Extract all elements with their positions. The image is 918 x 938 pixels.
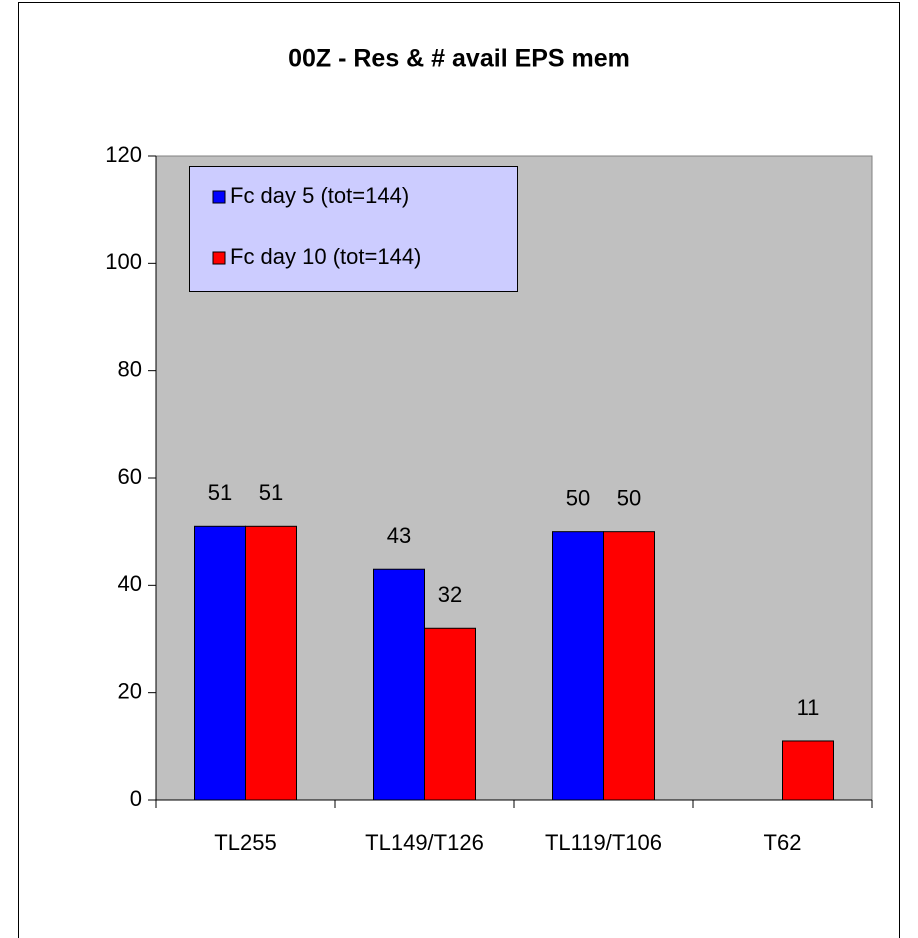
bar bbox=[424, 627, 476, 801]
x-tick-label: T62 bbox=[764, 830, 802, 855]
bar bbox=[194, 525, 246, 801]
value-label: 50 bbox=[566, 485, 590, 510]
bar bbox=[245, 525, 297, 801]
value-label: 51 bbox=[208, 480, 232, 505]
chart-title: 00Z - Res & # avail EPS mem bbox=[288, 45, 630, 73]
y-tick-label: 20 bbox=[118, 678, 142, 703]
value-label: 50 bbox=[617, 485, 641, 510]
y-tick-label: 120 bbox=[105, 142, 142, 167]
legend bbox=[189, 166, 518, 292]
legend-swatch bbox=[212, 190, 226, 204]
value-label: 32 bbox=[438, 582, 462, 607]
y-tick-label: 40 bbox=[118, 571, 142, 596]
legend-swatch bbox=[212, 251, 226, 265]
value-label: 11 bbox=[797, 695, 820, 720]
y-tick-label: 100 bbox=[105, 249, 142, 274]
bar bbox=[373, 568, 425, 801]
y-tick-label: 60 bbox=[118, 464, 142, 489]
x-tick-label: TL255 bbox=[214, 830, 276, 855]
legend-label: Fc day 10 (tot=144) bbox=[230, 244, 421, 269]
value-label: 51 bbox=[259, 480, 283, 505]
x-tick-label: TL119/T106 bbox=[545, 830, 662, 855]
value-label: 43 bbox=[387, 523, 411, 548]
bar bbox=[782, 740, 834, 801]
y-tick-label: 0 bbox=[130, 786, 142, 811]
legend-label: Fc day 5 (tot=144) bbox=[230, 183, 409, 208]
bar bbox=[552, 531, 604, 801]
x-tick-label: TL149/T126 bbox=[365, 830, 484, 855]
y-tick-label: 80 bbox=[118, 356, 142, 381]
bar bbox=[603, 531, 655, 801]
